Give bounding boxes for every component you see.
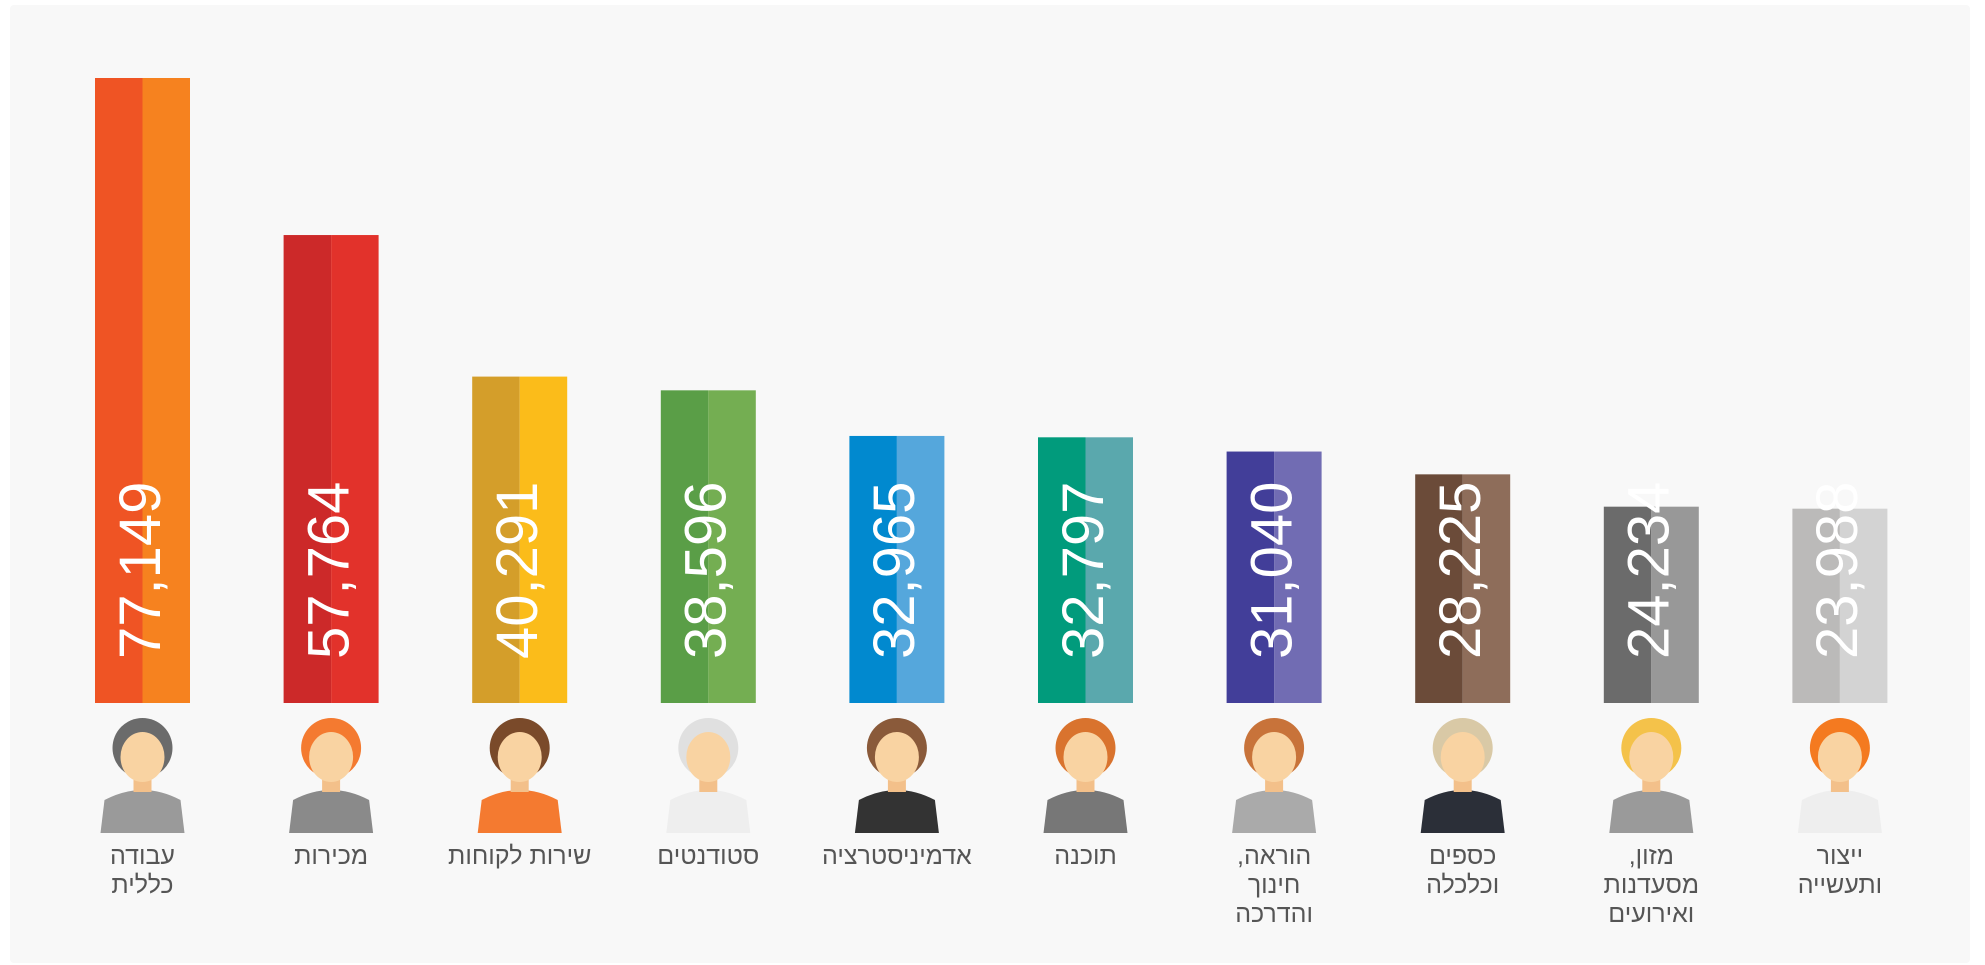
avatar-icon bbox=[1609, 718, 1693, 833]
value-label: 40,291 bbox=[485, 482, 550, 659]
avatar-body bbox=[478, 790, 562, 833]
value-label: 57,764 bbox=[296, 482, 361, 659]
avatar-icon bbox=[478, 718, 562, 833]
avatar-icon bbox=[855, 718, 939, 833]
avatar-body bbox=[1798, 790, 1882, 833]
value-label: 32,797 bbox=[1051, 482, 1116, 659]
category-label: כספים וכלכלה bbox=[1373, 842, 1553, 900]
avatar-body bbox=[855, 790, 939, 833]
avatar-face bbox=[1441, 732, 1485, 782]
value-label: 77,149 bbox=[108, 482, 173, 659]
category-label: מכירות bbox=[241, 842, 421, 871]
value-label: 23,988 bbox=[1805, 482, 1870, 659]
value-label: 31,040 bbox=[1239, 482, 1304, 659]
category-label: סטודנטים bbox=[618, 842, 798, 871]
avatar-face bbox=[1064, 732, 1108, 782]
avatar-body bbox=[1044, 790, 1128, 833]
avatar-face bbox=[1252, 732, 1296, 782]
avatar-body bbox=[1421, 790, 1505, 833]
avatar-face bbox=[875, 732, 919, 782]
value-label: 38,596 bbox=[674, 482, 739, 659]
avatar-face bbox=[121, 732, 165, 782]
avatar-body bbox=[666, 790, 750, 833]
avatar-icon bbox=[101, 718, 185, 833]
avatar-face bbox=[686, 732, 730, 782]
category-label: שירות לקוחות bbox=[430, 842, 610, 871]
avatar-body bbox=[289, 790, 373, 833]
category-label: תוכנה bbox=[996, 842, 1176, 871]
avatar-icon bbox=[1232, 718, 1316, 833]
avatar-face bbox=[1629, 732, 1673, 782]
avatar-icon bbox=[666, 718, 750, 833]
avatar-face bbox=[309, 732, 353, 782]
category-label: מזון, מסעדנות ואירועים bbox=[1561, 842, 1741, 929]
avatar-body bbox=[1232, 790, 1316, 833]
avatar-icon bbox=[1798, 718, 1882, 833]
value-label: 24,234 bbox=[1617, 482, 1682, 659]
avatar-face bbox=[1818, 732, 1862, 782]
avatar-icon bbox=[1421, 718, 1505, 833]
avatar-body bbox=[101, 790, 185, 833]
category-label: הוראה, חינוך והדרכה bbox=[1184, 842, 1364, 929]
value-label: 28,225 bbox=[1428, 482, 1493, 659]
category-label: ייצור ותעשייה bbox=[1750, 842, 1930, 900]
avatar-icon bbox=[289, 718, 373, 833]
category-label: אדמיניסטרציה bbox=[807, 842, 987, 871]
avatar-icon bbox=[1044, 718, 1128, 833]
avatar-body bbox=[1609, 790, 1693, 833]
value-label: 32,965 bbox=[862, 482, 927, 659]
category-label: עבודה כללית bbox=[53, 842, 233, 900]
avatar-face bbox=[498, 732, 542, 782]
